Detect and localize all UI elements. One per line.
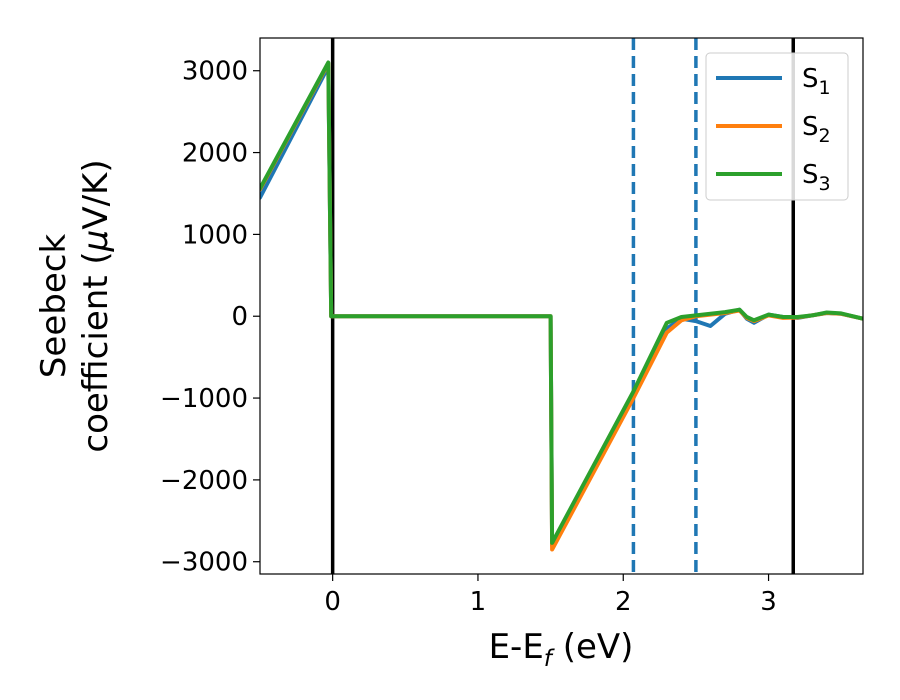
y-tick-label-2: 1000 (182, 220, 248, 250)
x-axis-label-main: E-E (489, 627, 544, 667)
x-tick-label-0: 0 (324, 587, 341, 617)
legend-label-s3: S3 (802, 160, 831, 195)
y-axis-label-line1: Seebeck (34, 234, 74, 379)
legend: S1 S2 S3 (705, 52, 849, 201)
y-axis-label-pre: coefficient ( (76, 251, 116, 452)
x-tick-label-2: 2 (615, 587, 632, 617)
y-tick-label-6: −3000 (160, 548, 248, 578)
x-axis-label-sub: f (544, 646, 555, 672)
y-axis-label-mu: μ (76, 230, 116, 253)
x-tick-label-3: 3 (760, 587, 777, 617)
y-tick-label-5: −2000 (160, 466, 248, 496)
x-axis-label: E-Ef (eV) (489, 627, 634, 672)
y-tick-label-0: 3000 (182, 57, 248, 87)
y-axis-ticks: 3000 2000 1000 0 −1000 −2000 −3000 (160, 57, 260, 578)
series-lines (260, 60, 863, 552)
y-axis-label: Seebeck coefficient (μV/K) (34, 159, 116, 452)
plot-frame (259, 37, 864, 575)
y-tick-label-4: −1000 (160, 384, 248, 414)
series-line-s3 (260, 60, 863, 545)
x-axis-label-unit: (eV) (552, 627, 634, 667)
y-tick-label-1: 2000 (182, 139, 248, 169)
x-axis-ticks: 0 1 2 3 (324, 574, 777, 617)
y-axis-label-post: V/K) (76, 159, 116, 229)
x-tick-label-1: 1 (470, 587, 487, 617)
legend-label-s2: S2 (802, 112, 831, 147)
y-tick-label-3: 0 (231, 302, 248, 332)
legend-items: S1 S2 S3 (716, 64, 831, 195)
y-axis-label-line2: coefficient (μV/K) (76, 159, 116, 452)
legend-label-s1: S1 (802, 64, 831, 99)
